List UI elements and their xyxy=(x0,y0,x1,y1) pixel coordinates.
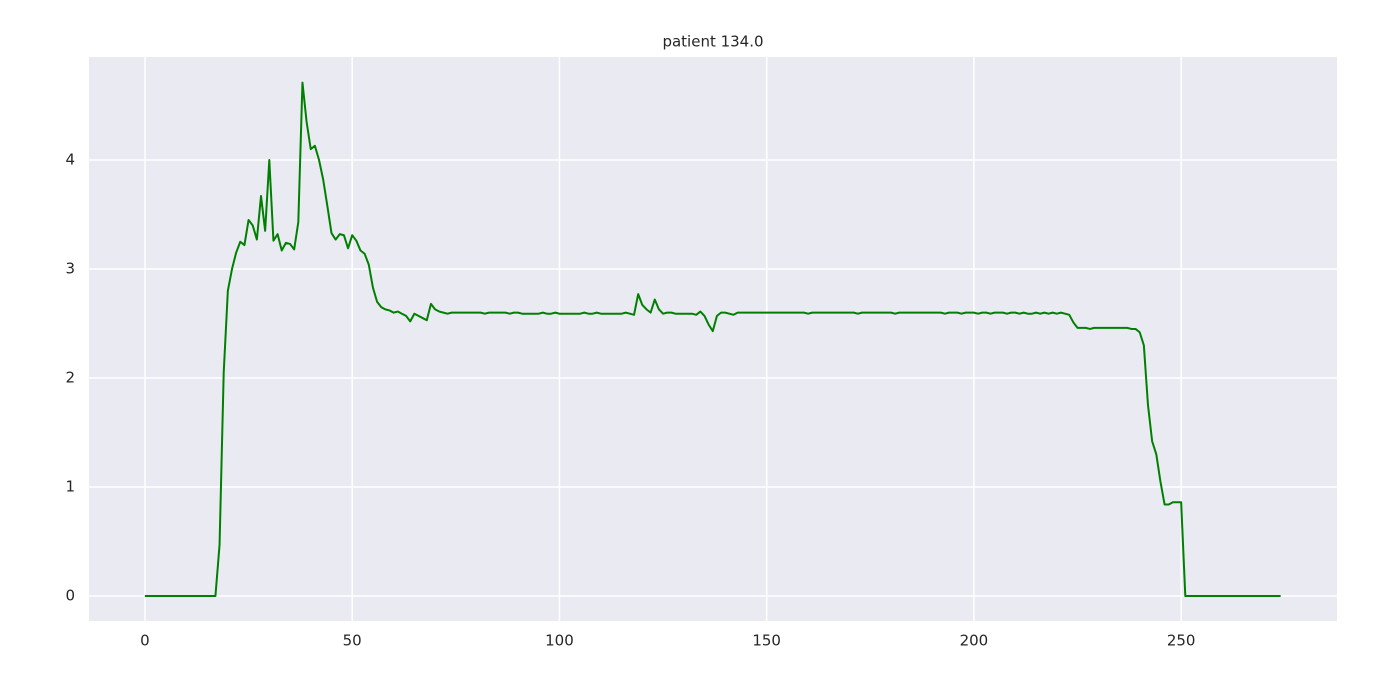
y-tick-label: 0 xyxy=(65,587,75,605)
x-tick-label: 150 xyxy=(752,632,781,650)
y-tick-label: 3 xyxy=(65,260,75,278)
x-tick-label: 200 xyxy=(960,632,989,650)
y-tick-label: 1 xyxy=(65,478,75,496)
y-tick-label: 4 xyxy=(65,151,75,169)
x-tick-label: 100 xyxy=(545,632,574,650)
chart-title: patient 134.0 xyxy=(662,33,763,51)
plot-area xyxy=(89,57,1337,621)
y-tick-label: 2 xyxy=(65,369,75,387)
x-tick-label: 50 xyxy=(343,632,362,650)
data-line xyxy=(144,81,1281,598)
x-tick-label: 0 xyxy=(140,632,150,650)
x-tick-label: 250 xyxy=(1167,632,1196,650)
